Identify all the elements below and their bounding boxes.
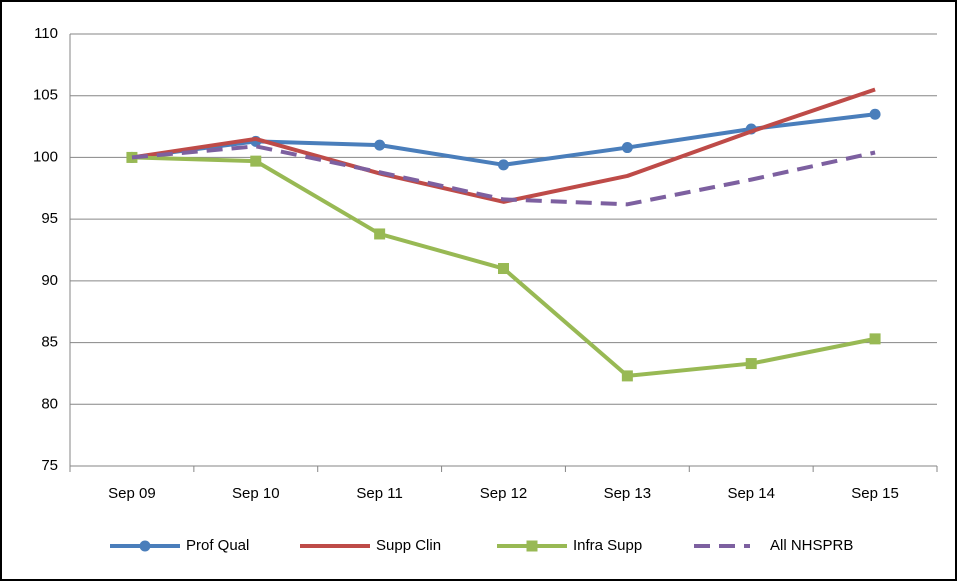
- y-tick-label: 90: [41, 272, 58, 289]
- y-tick-label: 85: [41, 334, 58, 351]
- data-point: [869, 333, 881, 345]
- legend-label: All NHSPRB: [770, 537, 853, 554]
- data-point: [498, 159, 509, 171]
- data-point: [250, 155, 262, 167]
- y-tick-label: 80: [41, 395, 58, 412]
- y-tick-label: 75: [41, 457, 58, 474]
- data-point: [621, 370, 633, 382]
- legend-marker: [139, 540, 151, 552]
- x-tick-label: Sep 09: [108, 485, 156, 502]
- legend-marker: [526, 540, 538, 552]
- x-tick-label: Sep 15: [851, 485, 899, 502]
- legend-label: Supp Clin: [376, 537, 441, 554]
- y-tick-label: 105: [33, 87, 58, 104]
- series-line: [131, 87, 876, 204]
- data-point: [374, 139, 386, 151]
- x-tick-label: Sep 11: [356, 485, 402, 502]
- series-line: [131, 144, 876, 207]
- x-tick-label: Sep 14: [727, 485, 775, 502]
- y-tick-label: 110: [34, 25, 58, 42]
- data-point: [869, 108, 881, 120]
- legend-label: Infra Supp: [573, 537, 642, 554]
- data-point: [745, 358, 757, 370]
- legend-label: Prof Qual: [186, 537, 249, 554]
- y-tick-label: 100: [33, 148, 58, 165]
- x-tick-label: Sep 12: [480, 485, 528, 502]
- y-tick-label: 95: [41, 210, 58, 227]
- data-point: [498, 263, 509, 275]
- x-tick-label: Sep 10: [232, 485, 280, 502]
- data-point: [374, 228, 386, 240]
- x-tick-label: Sep 13: [604, 485, 652, 502]
- data-point: [621, 142, 633, 154]
